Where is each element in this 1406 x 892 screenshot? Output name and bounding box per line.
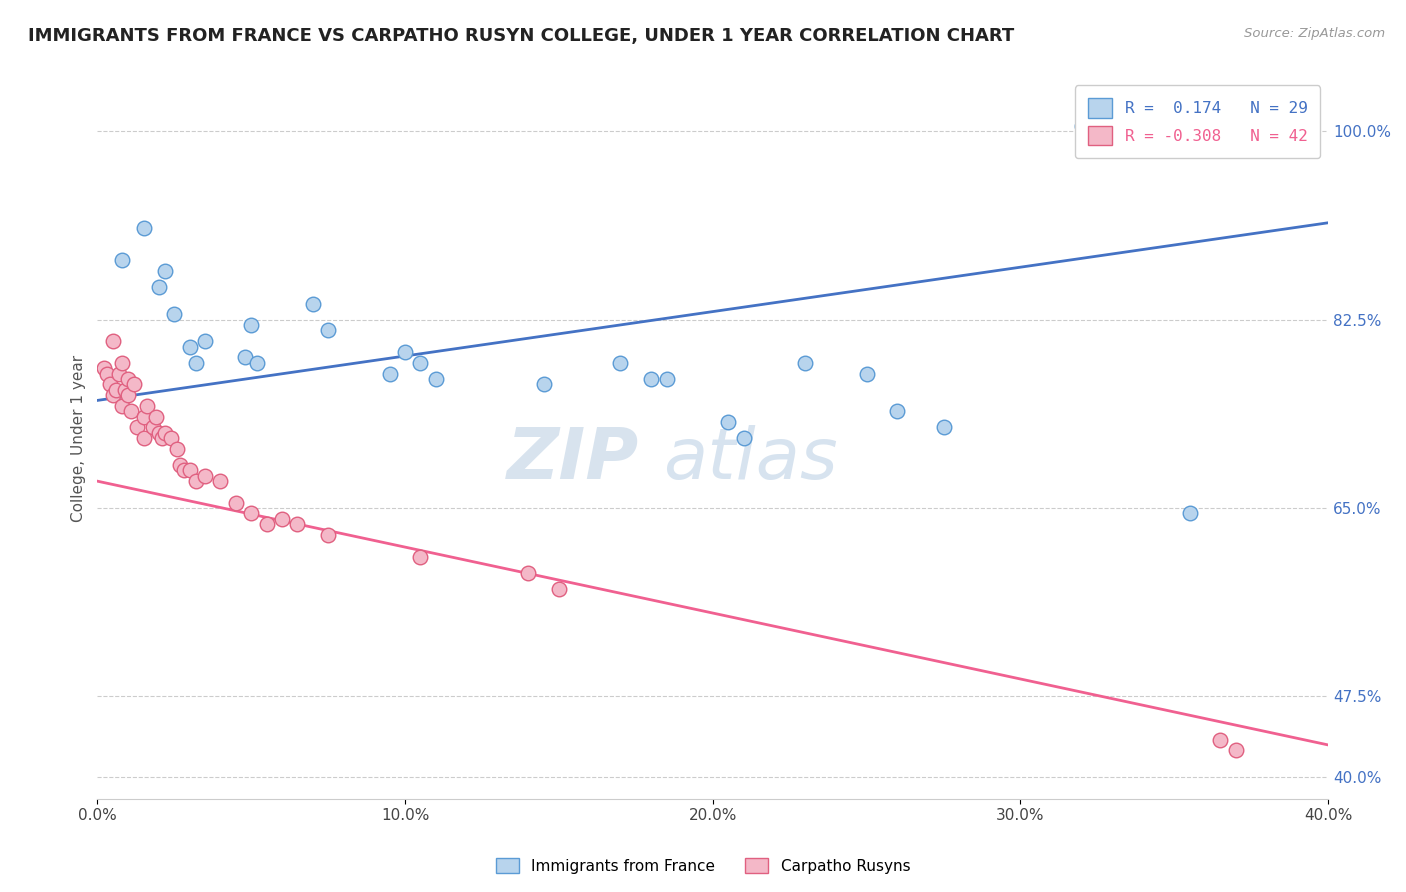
Point	[240, 318, 263, 332]
Point	[794, 356, 817, 370]
Point	[301, 296, 323, 310]
Text: ZIP: ZIP	[506, 425, 638, 494]
Point	[425, 372, 447, 386]
Point	[225, 496, 247, 510]
Point	[150, 431, 173, 445]
Point	[127, 420, 149, 434]
Point	[132, 409, 155, 424]
Point	[114, 383, 136, 397]
Point	[733, 431, 755, 445]
Point	[135, 399, 157, 413]
Point	[148, 280, 170, 294]
Point	[1071, 119, 1094, 133]
Point	[184, 356, 207, 370]
Point	[194, 468, 217, 483]
Point	[132, 221, 155, 235]
Point	[111, 253, 134, 268]
Point	[855, 367, 877, 381]
Point	[163, 307, 186, 321]
Point	[609, 356, 631, 370]
Text: IMMIGRANTS FROM FRANCE VS CARPATHO RUSYN COLLEGE, UNDER 1 YEAR CORRELATION CHART: IMMIGRANTS FROM FRANCE VS CARPATHO RUSYN…	[28, 27, 1014, 45]
Point	[160, 431, 183, 445]
Point	[378, 367, 401, 381]
Point	[153, 264, 176, 278]
Point	[173, 463, 195, 477]
Point	[117, 372, 139, 386]
Point	[166, 442, 188, 456]
Point	[184, 474, 207, 488]
Point	[124, 377, 146, 392]
Point	[271, 512, 294, 526]
Point	[655, 372, 678, 386]
Point	[120, 404, 142, 418]
Legend: Immigrants from France, Carpatho Rusyns: Immigrants from France, Carpatho Rusyns	[489, 852, 917, 880]
Point	[640, 372, 662, 386]
Point	[517, 566, 540, 580]
Point	[285, 517, 308, 532]
Point	[145, 409, 167, 424]
Point	[240, 507, 263, 521]
Point	[111, 399, 134, 413]
Point	[148, 425, 170, 440]
Y-axis label: College, Under 1 year: College, Under 1 year	[72, 354, 86, 522]
Point	[98, 377, 121, 392]
Point	[932, 420, 955, 434]
Point	[246, 356, 269, 370]
Point	[111, 356, 134, 370]
Point	[886, 404, 908, 418]
Legend: R =  0.174   N = 29, R = -0.308   N = 42: R = 0.174 N = 29, R = -0.308 N = 42	[1076, 86, 1320, 158]
Point	[153, 425, 176, 440]
Point	[1178, 507, 1201, 521]
Point	[179, 463, 201, 477]
Point	[101, 388, 124, 402]
Point	[93, 361, 115, 376]
Point	[394, 345, 416, 359]
Point	[533, 377, 555, 392]
Point	[179, 340, 201, 354]
Point	[717, 415, 740, 429]
Point	[194, 334, 217, 349]
Point	[132, 431, 155, 445]
Point	[209, 474, 232, 488]
Point	[117, 388, 139, 402]
Point	[1209, 732, 1232, 747]
Point	[256, 517, 278, 532]
Point	[104, 383, 127, 397]
Point	[108, 367, 131, 381]
Point	[316, 323, 339, 337]
Point	[409, 356, 432, 370]
Text: Source: ZipAtlas.com: Source: ZipAtlas.com	[1244, 27, 1385, 40]
Text: atlas: atlas	[664, 425, 838, 494]
Point	[96, 367, 118, 381]
Point	[233, 351, 256, 365]
Point	[316, 528, 339, 542]
Point	[548, 582, 571, 596]
Point	[169, 458, 191, 472]
Point	[101, 334, 124, 349]
Point	[142, 420, 165, 434]
Point	[409, 549, 432, 564]
Point	[1225, 743, 1247, 757]
